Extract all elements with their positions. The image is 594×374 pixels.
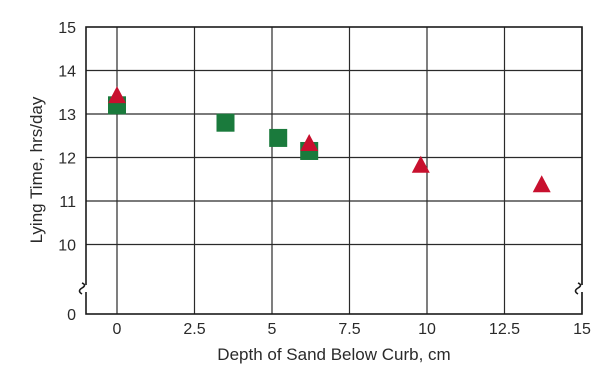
x-tick-label: 12.5 [489, 321, 520, 338]
axis-break-mark [574, 282, 582, 295]
x-tick-label: 7.5 [338, 321, 360, 338]
x-tick-label: 15 [573, 321, 591, 338]
axis-break-gap [81, 285, 91, 292]
square-marker [216, 113, 235, 132]
plot-frame [85, 26, 583, 315]
plot-background [86, 27, 582, 314]
x-tick-label: 0 [113, 321, 122, 338]
y-tick-label: 0 [67, 307, 76, 324]
y-tick-label: 15 [58, 20, 76, 37]
triangle-marker [300, 133, 319, 151]
x-tick-label: 2.5 [183, 321, 205, 338]
y-tick-label: 11 [59, 194, 76, 211]
y-tick-labels: 0 10 11 12 13 14 15 [58, 20, 76, 324]
triangle-marker [108, 86, 126, 104]
y-tick-label: 10 [58, 238, 76, 255]
y-tick-label: 14 [58, 64, 76, 81]
grid-lines [86, 27, 583, 314]
square-marker [269, 128, 288, 147]
axes [78, 26, 587, 315]
x-tick-labels: 0 2.5 5 7.5 10 12.5 15 [113, 321, 591, 338]
axis-break-mark [78, 282, 86, 295]
data-points [108, 86, 551, 193]
triangle-marker [532, 175, 551, 193]
y-tick-label: 12 [58, 151, 76, 168]
x-tick-label: 5 [268, 321, 277, 338]
triangle-marker [411, 155, 430, 173]
axis-break-gap [577, 285, 587, 292]
y-tick-label: 13 [58, 107, 76, 124]
x-axis-label: Depth of Sand Below Curb, cm [217, 345, 450, 364]
x-tick-label: 10 [418, 321, 436, 338]
y-axis-label: Lying Time, hrs/day [27, 96, 46, 243]
